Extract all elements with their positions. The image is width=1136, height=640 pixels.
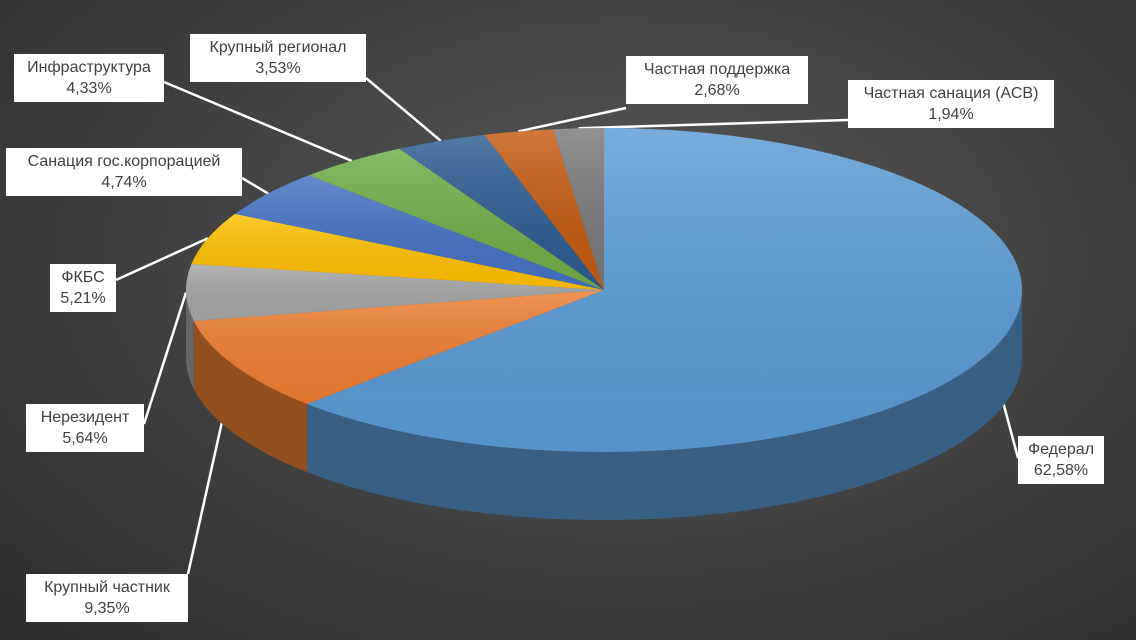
label-chastnaya-sanatsiya-asv-value: 1,94% (928, 106, 974, 123)
label-krupny-regional-value: 3,53% (255, 60, 301, 77)
label-krupny-chastnik-value: 9,35% (84, 600, 130, 617)
leader-line-6 (365, 77, 442, 142)
leader-line-2 (142, 292, 188, 425)
label-chastnaya-podderzhka: Частная поддержка 2,68% (626, 56, 808, 104)
label-chastnaya-sanatsiya-asv: Частная санация (АСВ) 1,94% (848, 80, 1054, 128)
label-fkbs-name: ФКБС (61, 269, 105, 286)
leader-line-3 (115, 237, 209, 282)
label-infrastruktura-name: Инфраструктура (27, 59, 151, 76)
slice-highlight-5 (308, 148, 604, 290)
leader-line-5 (163, 80, 353, 163)
pie-sides (186, 290, 1023, 521)
slice-side-2 (186, 290, 194, 390)
slice-highlight-7 (484, 129, 604, 290)
leader-line-8 (578, 118, 849, 130)
slice-highlight-6 (399, 134, 604, 290)
label-infrastruktura: Инфраструктура 4,33% (14, 54, 164, 102)
label-nerezident-name: Нерезидент (40, 409, 130, 426)
slice-highlight-3 (191, 213, 604, 290)
label-chastnaya-podderzhka-value: 2,68% (694, 82, 740, 99)
label-fkbs: ФКБС 5,21% (50, 264, 116, 312)
label-infrastruktura-value: 4,33% (66, 80, 112, 97)
label-sanatsiya-goskorp-name: Санация гос.корпорацией (27, 153, 221, 170)
label-chastnaya-sanatsiya-asv-name: Частная санация (АСВ) (863, 85, 1039, 102)
label-federal-value: 62,58% (1033, 462, 1089, 479)
label-federal-name: Федерал (1027, 441, 1095, 458)
label-sanatsiya-goskorp: Санация гос.корпорацией 4,74% (6, 148, 242, 196)
label-nerezident: Нерезидент 5,64% (26, 404, 144, 452)
label-krupny-chastnik: Крупный частник 9,35% (26, 574, 188, 622)
slice-side-1 (193, 321, 307, 472)
label-sanatsiya-goskorp-value: 4,74% (101, 174, 147, 191)
label-nerezident-value: 5,64% (62, 430, 108, 447)
label-fkbs-value: 5,21% (60, 290, 106, 307)
slice-highlight-4 (234, 175, 604, 290)
label-krupny-chastnik-name: Крупный частник (44, 579, 170, 596)
label-krupny-regional: Крупный регионал 3,53% (190, 34, 366, 82)
leader-line-7 (518, 106, 627, 133)
pie-slices (186, 128, 1023, 453)
slice-highlight-1 (193, 290, 605, 404)
slice-highlight-0 (306, 128, 1023, 453)
slice-highlight-8 (553, 128, 604, 290)
slice-side-0 (306, 290, 1023, 521)
slice-highlight-2 (186, 263, 605, 322)
label-krupny-regional-name: Крупный регионал (209, 39, 347, 56)
label-federal: Федерал 62,58% (1018, 436, 1104, 484)
label-chastnaya-podderzhka-name: Частная поддержка (643, 61, 791, 78)
leader-line-4 (241, 176, 269, 195)
